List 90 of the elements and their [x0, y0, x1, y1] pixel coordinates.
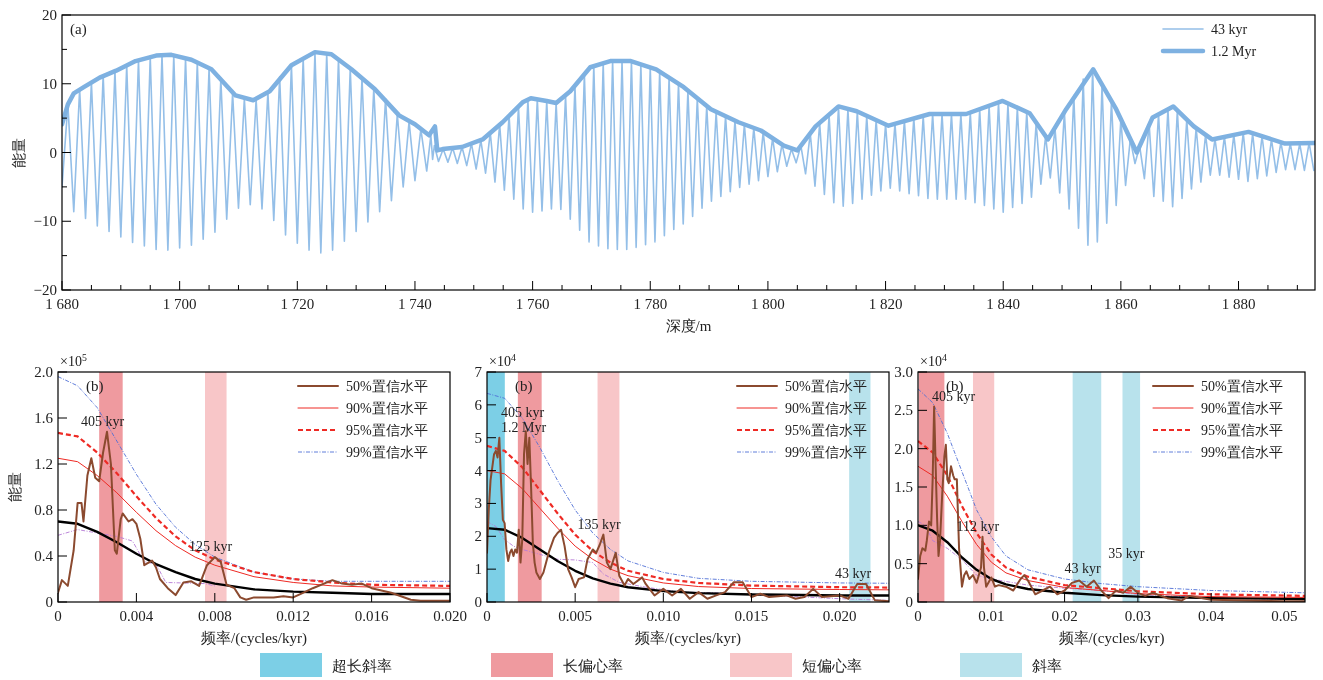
text: ×10$^{4}$: [489, 351, 516, 369]
category-label: 斜率: [1032, 658, 1062, 674]
y-axis-title: 能量: [11, 137, 27, 168]
y-tick-label: 5: [474, 429, 482, 446]
chart-title: (b): [86, 378, 104, 395]
x-tick-label: 0.01: [978, 608, 1005, 624]
y-tick-label: 7: [474, 364, 483, 380]
x-axis-title: 频率/(cycles/kyr): [1058, 630, 1165, 647]
annotation: 135 kyr: [577, 516, 621, 532]
legend-label: 99%置信水平: [346, 445, 428, 460]
category-label: 短偏心率: [802, 658, 862, 674]
line-series: [58, 529, 216, 587]
annotation: 125 kyr: [188, 539, 233, 555]
x-tick-label: 0.004: [119, 608, 154, 624]
x-tick-label: 0.020: [433, 608, 467, 624]
y-tick-label: 0.8: [34, 502, 53, 518]
legend-label: 90%置信水平: [1201, 401, 1283, 416]
legend-label: 99%置信水平: [785, 445, 867, 460]
x-tick-label: 1 740: [398, 296, 432, 312]
x-tick-label: 0.005: [558, 608, 593, 624]
x-tick-label: 1 860: [1104, 296, 1138, 312]
x-tick-label: 1 800: [751, 296, 785, 312]
y-tick-label: 0.5: [894, 555, 913, 572]
x-tick-label: 0.02: [1051, 608, 1078, 624]
y-tick-label: 10: [42, 75, 57, 92]
annotation: 405 kyr: [81, 413, 125, 429]
y-tick-label: 1.5: [894, 479, 913, 495]
y-tick-label: −10: [33, 213, 57, 230]
text: ×10$^{5}$: [60, 351, 87, 369]
y-tick-label: −20: [33, 282, 57, 298]
y-tick-label: 0: [474, 594, 482, 610]
legend-label: 90%置信水平: [785, 401, 867, 416]
y-tick-label: 2.5: [894, 402, 913, 419]
y-tick-label: 2: [474, 528, 482, 545]
y-tick-label: 3.0: [894, 364, 913, 380]
x-tick-label: 0.04: [1198, 608, 1225, 624]
legend-label: 95%置信水平: [1201, 423, 1283, 438]
legend-label: 95%置信水平: [346, 423, 428, 438]
legend-label: 1.2 Myr: [1211, 44, 1257, 59]
legend-label: 99%置信水平: [1201, 445, 1283, 460]
y-tick-label: 1.6: [34, 410, 54, 426]
x-tick-label: 0.020: [822, 608, 857, 624]
annotation: 35 kyr: [1108, 546, 1145, 561]
x-tick-label: 1 780: [633, 296, 668, 312]
legend-label: 50%置信水平: [346, 379, 428, 394]
annotation: 43 kyr: [1064, 561, 1101, 576]
y-tick-label: 1.0: [894, 517, 913, 534]
legend-label: 50%置信水平: [1201, 379, 1283, 394]
category-label: 超长斜率: [332, 658, 392, 674]
x-tick-label: 1 880: [1221, 296, 1256, 312]
line-series: [487, 392, 889, 584]
y-axis-title: 能量: [7, 472, 23, 502]
legend-label: 90%置信水平: [346, 401, 428, 416]
x-tick-label: 0.012: [276, 608, 311, 624]
y-tick-label: 0: [45, 594, 53, 610]
y-tick-label: 1.2: [34, 456, 53, 472]
text: ×10$^{4}$: [920, 351, 947, 369]
x-tick-label: 0.010: [646, 608, 681, 624]
x-axis-title: 频率/(cycles/kyr): [635, 630, 741, 647]
x-tick-label: 1 820: [868, 296, 903, 312]
legend-label: 95%置信水平: [785, 423, 867, 438]
x-tick-label: 0.008: [197, 608, 232, 624]
line-series: [58, 376, 450, 582]
y-tick-label: 2.0: [34, 364, 53, 380]
y-tick-label: 1: [474, 561, 482, 578]
annotation: 43 kyr: [835, 565, 872, 581]
chart-title: (b): [515, 378, 533, 395]
legend-label: 43 kyr: [1211, 22, 1248, 37]
y-tick-label: 3: [474, 495, 482, 512]
x-tick-label: 0.05: [1271, 608, 1298, 624]
y-tick-label: 6: [474, 396, 483, 413]
y-tick-label: 4: [474, 462, 483, 479]
x-tick-label: 1 680: [45, 296, 79, 312]
x-axis-title: 频率/(cycles/kyr): [201, 630, 307, 647]
legend-label: 50%置信水平: [785, 379, 867, 394]
chart-title: (a): [70, 21, 87, 38]
x-tick-label: 1 700: [162, 296, 197, 312]
x-tick-label: 0.016: [354, 608, 389, 624]
y-tick-label: 2.0: [894, 440, 913, 457]
x-tick-label: 1 760: [515, 296, 550, 312]
y-tick-label: 20: [42, 7, 57, 23]
y-tick-label: 0.4: [34, 548, 54, 564]
x-axis-title: 深度/m: [665, 318, 712, 334]
category-label: 长偏心率: [563, 658, 623, 674]
x-tick-label: 0.03: [1124, 608, 1152, 624]
x-tick-label: 1 840: [986, 296, 1021, 312]
x-tick-label: 0.015: [734, 608, 769, 624]
x-tick-label: 1 720: [280, 296, 315, 312]
y-tick-label: 0: [49, 144, 57, 161]
y-tick-label: 0: [905, 594, 913, 610]
